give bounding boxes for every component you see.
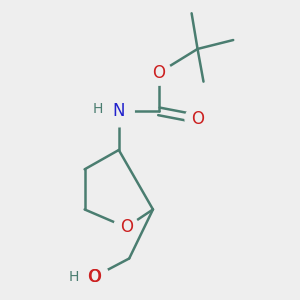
Circle shape	[114, 215, 139, 240]
Text: O: O	[191, 110, 204, 128]
Text: N: N	[112, 102, 125, 120]
Circle shape	[103, 96, 134, 127]
Text: H: H	[69, 270, 79, 284]
Circle shape	[81, 265, 106, 290]
Text: O: O	[120, 218, 133, 236]
Circle shape	[185, 106, 210, 131]
Text: O: O	[152, 64, 165, 82]
Circle shape	[78, 262, 109, 293]
Text: O: O	[88, 268, 101, 286]
Text: H: H	[93, 102, 103, 116]
Circle shape	[146, 60, 171, 85]
Text: O: O	[87, 268, 100, 286]
